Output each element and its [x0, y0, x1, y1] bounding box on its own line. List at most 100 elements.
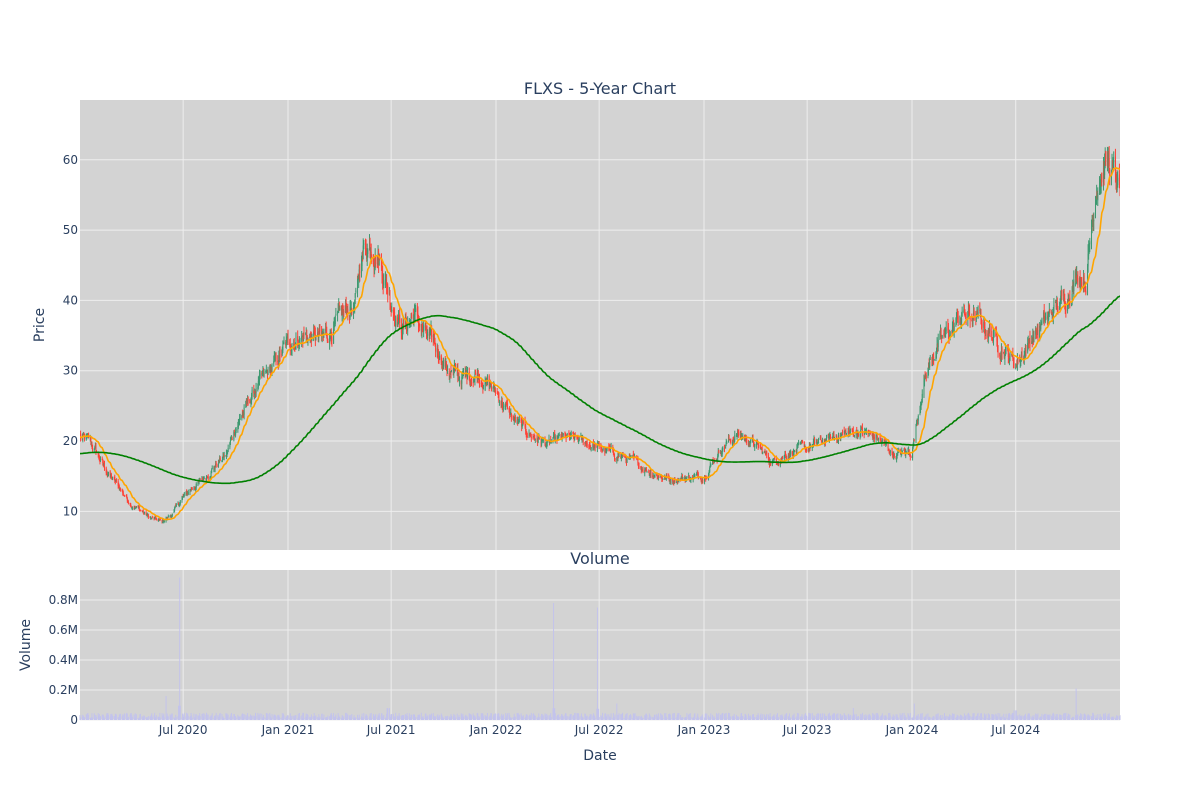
volume-bar [476, 712, 478, 720]
volume-bar [269, 715, 271, 720]
volume-bar [334, 717, 336, 720]
candle-body [738, 431, 740, 436]
candle-body [782, 458, 784, 460]
candle-body [588, 445, 590, 447]
candle-body [807, 449, 809, 452]
candle-body [959, 320, 961, 325]
candle-body [604, 447, 606, 453]
candle-body [828, 436, 830, 440]
candle-body [227, 451, 229, 453]
volume-bar [726, 717, 728, 720]
candle-body [353, 303, 355, 305]
candle-body [480, 382, 482, 384]
volume-bar [267, 713, 269, 720]
candle-body [233, 432, 235, 435]
candle-body [98, 455, 100, 458]
volume-bar [207, 714, 209, 720]
candle-body [1063, 293, 1065, 298]
candle-body [1055, 300, 1057, 308]
candle-body [134, 507, 136, 510]
candle-body [537, 442, 539, 444]
volume-bar [89, 718, 91, 720]
candle-body [565, 432, 567, 437]
volume-bar [285, 717, 287, 720]
volume-bar [628, 715, 630, 720]
candle-body [195, 483, 197, 488]
candle-body [111, 476, 113, 479]
candle-body [299, 339, 301, 343]
candle-body [122, 490, 124, 494]
candle-body [795, 450, 797, 453]
candle-body [590, 447, 592, 450]
volume-bar [239, 716, 241, 720]
volume-bar [1110, 717, 1112, 720]
candle-body [949, 331, 951, 337]
volume-bar [213, 717, 215, 720]
candle-body [606, 447, 608, 449]
volume-bar [721, 713, 723, 720]
candle-body [259, 373, 261, 377]
candle-body [637, 462, 639, 467]
candle-body [973, 310, 975, 321]
candle-body [390, 307, 392, 310]
volume-bar [513, 713, 515, 720]
candle-body [661, 478, 663, 480]
candle-body [542, 440, 544, 442]
candle-body [833, 434, 835, 438]
volume-bar [533, 713, 535, 720]
candle-body [560, 435, 562, 437]
candle-body [677, 480, 679, 482]
candle-body [274, 353, 276, 356]
candle-body [759, 445, 761, 449]
candle-body [835, 436, 837, 438]
candle-body [561, 434, 563, 438]
volume-bar [853, 714, 855, 720]
volume-bar [289, 713, 291, 720]
volume-bar [88, 714, 90, 720]
volume-bar [182, 713, 184, 720]
candle-body [127, 500, 129, 502]
volume-bar [492, 716, 494, 720]
candle-body [937, 339, 939, 348]
candle-body [717, 455, 719, 462]
candle-body [1012, 353, 1014, 359]
candle-body [684, 478, 686, 481]
volume-bar [277, 714, 279, 720]
volume-bar [784, 716, 786, 720]
volume-bar [820, 713, 822, 720]
volume-bar [953, 713, 955, 720]
candle-body [347, 308, 349, 316]
candle-body [589, 445, 591, 447]
candle-body [676, 482, 678, 484]
volume-bar [570, 714, 572, 720]
candle-body [162, 520, 164, 522]
candle-body [253, 389, 255, 394]
candle-body [712, 460, 714, 465]
candle-body [873, 437, 875, 439]
candle-body [650, 471, 652, 476]
volume-bar [464, 715, 466, 720]
volume-bar [257, 717, 259, 720]
candle-body [573, 434, 575, 436]
volume-bar [474, 715, 476, 720]
volume-bar [833, 713, 835, 720]
candle-body [768, 459, 770, 462]
candle-body [147, 514, 149, 516]
volume-bar [190, 712, 192, 720]
candle-body [387, 285, 389, 294]
candle-body [979, 311, 981, 313]
volume-bar [509, 715, 511, 720]
candle-body [257, 381, 259, 388]
volume-bar [844, 714, 846, 720]
volume-bar [931, 717, 933, 720]
volume-bar [98, 714, 100, 720]
volume-bar [724, 713, 726, 720]
volume-bar [245, 717, 247, 720]
candle-body [302, 336, 304, 341]
candle-body [258, 379, 260, 381]
volume-bar [405, 716, 407, 720]
volume-bar [743, 717, 745, 720]
candle-body [445, 361, 447, 369]
volume-bar [217, 716, 219, 720]
candle-body [398, 317, 400, 324]
